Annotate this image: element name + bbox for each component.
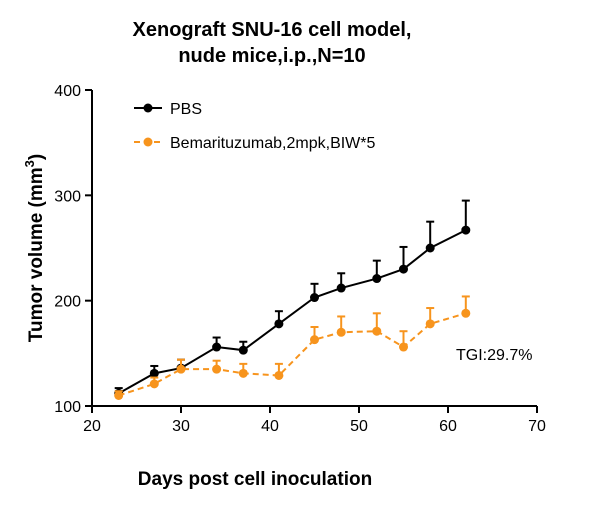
data-point	[399, 264, 408, 274]
axes: 20 30 40 50 60 70 100 200 300 400	[54, 83, 546, 435]
data-point	[212, 342, 222, 352]
legend-label-2: Bemarituzumab,2mpk,BIW*5	[170, 135, 376, 152]
data-point	[399, 342, 408, 352]
series-1	[114, 199, 471, 398]
x-tick-label: 60	[439, 418, 457, 435]
data-point	[425, 243, 435, 253]
y-tick-label: 100	[54, 399, 81, 416]
data-point	[149, 379, 159, 389]
data-point	[336, 327, 346, 337]
data-point	[336, 283, 346, 293]
x-tick-label: 20	[83, 418, 101, 435]
chart-title-line1: Xenograft SNU-16 cell model,	[133, 19, 412, 41]
data-point	[461, 225, 471, 235]
legend-label-1: PBS	[170, 101, 202, 118]
data-point	[114, 390, 124, 400]
x-tick-label: 70	[528, 418, 546, 435]
data-point	[372, 326, 382, 336]
legend-marker-2	[143, 137, 153, 147]
data-point	[461, 308, 471, 318]
x-tick-label: 30	[172, 418, 190, 435]
legend: PBS Bemarituzumab,2mpk,BIW*5	[134, 101, 376, 152]
y-tick-label: 200	[54, 294, 81, 311]
x-axis-title: Days post cell inoculation	[138, 469, 372, 490]
data-point	[425, 319, 435, 329]
x-tick-label: 50	[350, 418, 368, 435]
data-point	[212, 364, 222, 374]
data-point	[238, 345, 248, 355]
y-tick-label: 400	[54, 83, 81, 100]
y-axis-title-sup: 3	[22, 160, 37, 167]
tgi-annotation: TGI:29.7%	[456, 347, 532, 364]
legend-marker-1	[143, 103, 153, 113]
series-2	[114, 295, 471, 400]
data-point	[274, 370, 284, 380]
data-point	[176, 364, 186, 374]
series-line	[118, 312, 467, 397]
y-axis-title-end: )	[26, 154, 47, 160]
x-tick-label: 40	[261, 418, 279, 435]
data-point	[238, 368, 248, 378]
y-axis-title-main: Tumor volume (mm	[26, 167, 47, 342]
series-layer	[114, 199, 471, 400]
data-point	[310, 293, 319, 303]
data-point	[372, 274, 382, 284]
series-line	[118, 229, 467, 395]
y-axis-title: Tumor volume (mm3)	[22, 154, 47, 342]
data-point	[310, 335, 319, 345]
chart-title-line2: nude mice,i.p.,N=10	[178, 45, 365, 67]
data-point	[149, 368, 159, 378]
y-tick-label: 300	[54, 188, 81, 205]
data-point	[274, 319, 284, 329]
